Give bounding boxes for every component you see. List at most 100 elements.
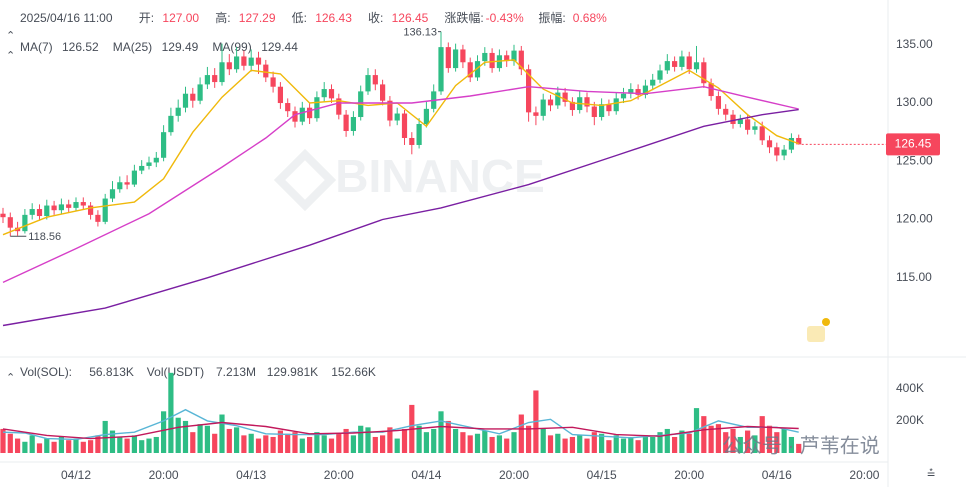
candle-body (394, 113, 400, 121)
candle-body (307, 107, 313, 119)
volume-bar (715, 424, 722, 453)
min-label: 118.56 (28, 231, 61, 243)
candle-body (226, 62, 232, 70)
candle (701, 57, 707, 88)
volume-bar (431, 428, 437, 453)
volume-bar (482, 430, 488, 453)
header-label: 低: (292, 11, 307, 25)
candle-body (124, 182, 130, 185)
candle-body (197, 84, 203, 101)
volume-bar (723, 432, 729, 453)
volume-bar (467, 435, 473, 453)
candle-body (533, 112, 539, 116)
candle-body (95, 214, 101, 222)
candle (730, 110, 736, 129)
candle (190, 87, 196, 108)
volume-bar (672, 436, 678, 453)
candle-body (234, 56, 240, 70)
candle (657, 64, 663, 84)
header-value: 0.68% (573, 11, 607, 25)
volume-bar (0, 428, 6, 453)
volume-bar (241, 435, 247, 453)
volume-bar (650, 436, 656, 453)
volume-bar (219, 414, 225, 453)
volume-bar (642, 435, 649, 453)
volume-bar (248, 433, 254, 453)
candle (569, 97, 576, 116)
candle-body (686, 56, 692, 70)
candle-body (255, 57, 262, 65)
volume-bar (80, 441, 86, 453)
candle-body (628, 89, 634, 94)
candle (87, 202, 94, 220)
volume-bar (336, 433, 342, 453)
volume-bar (117, 436, 123, 453)
volume-bar (496, 435, 503, 453)
volume-bar (350, 435, 357, 453)
volume-bar (540, 428, 546, 453)
candle (504, 50, 510, 67)
volume-bar (489, 436, 495, 453)
volume-bar (87, 440, 94, 453)
candle-body (672, 61, 678, 67)
volume-bar (212, 433, 218, 453)
ma-line (2, 85, 799, 284)
settings-icon: ⩮ (927, 465, 935, 481)
candle (693, 45, 700, 73)
header-value: -0.43% (486, 11, 524, 25)
candle (226, 54, 232, 76)
candle (387, 96, 393, 127)
candle (460, 44, 466, 69)
candle-body (664, 61, 670, 71)
volume-bar (759, 416, 765, 453)
volume-bar (423, 432, 430, 453)
candle (29, 203, 35, 220)
candle (285, 98, 291, 118)
volume-bar (343, 428, 349, 453)
candle (117, 176, 123, 193)
candle-body (467, 62, 473, 78)
candle (708, 78, 714, 101)
candle (95, 210, 101, 227)
volume-bar (613, 435, 619, 453)
candle-body (752, 126, 758, 130)
candle-body (511, 50, 517, 62)
candle (518, 45, 524, 76)
ma-line (2, 59, 799, 236)
candle-body (416, 124, 422, 145)
volume-bar (511, 432, 517, 453)
candle (664, 54, 670, 74)
candle-body (204, 75, 210, 85)
x-tick-label: 20:00 (324, 468, 354, 482)
volume-bar (526, 425, 532, 453)
candle-body (423, 108, 430, 125)
volume-bar (569, 436, 576, 453)
candle-body (248, 57, 254, 66)
candle-body (504, 55, 510, 62)
candle (314, 91, 320, 122)
candle (109, 181, 116, 203)
candle-body (540, 99, 546, 116)
candle-body (131, 170, 137, 185)
candle (299, 101, 305, 126)
volume-bar (102, 420, 108, 453)
candle (453, 43, 459, 72)
legend-name: MA(99) (212, 40, 251, 54)
volume-bar (679, 430, 685, 453)
candle (73, 197, 79, 212)
candle-body (489, 52, 495, 69)
candle-body (409, 137, 415, 145)
volume-bar (14, 438, 21, 453)
candle (584, 92, 590, 113)
candle-body (7, 217, 13, 228)
volume-bar (58, 436, 64, 453)
volume-bar (146, 438, 152, 453)
volume-bar (438, 411, 444, 453)
candle-body (693, 62, 700, 70)
candle-body (569, 101, 576, 111)
candle-body (401, 113, 408, 138)
candle (409, 132, 415, 155)
candle (401, 110, 408, 145)
candle-body (599, 104, 605, 118)
candle-body (321, 89, 327, 98)
